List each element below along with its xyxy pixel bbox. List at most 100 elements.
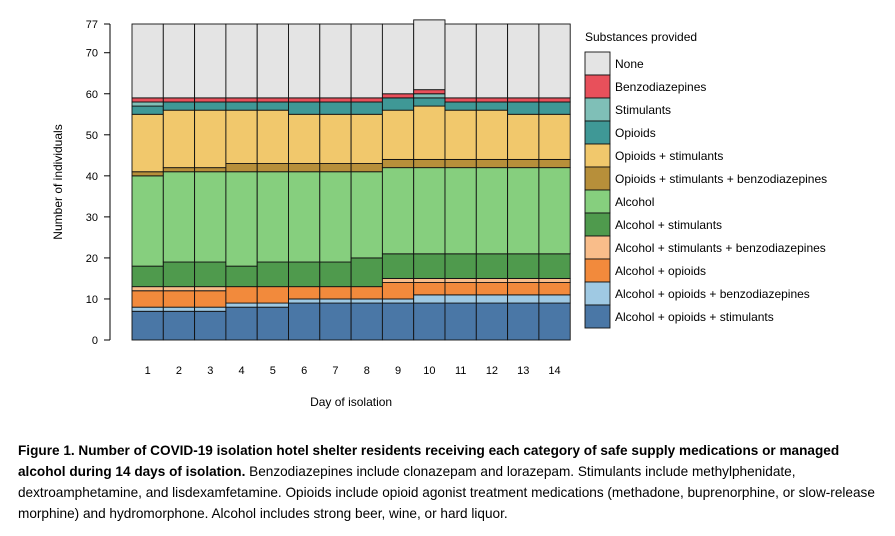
x-tick-label: 14 — [548, 365, 560, 377]
y-tick-label: 50 — [86, 130, 98, 142]
bar-segment — [444, 253, 477, 279]
legend-title: Substances provided — [585, 30, 697, 44]
bar-segment — [162, 306, 196, 312]
x-tick-label: 2 — [176, 365, 182, 377]
bar-segment — [319, 101, 352, 115]
legend-label: None — [615, 57, 644, 71]
y-tick-label: 30 — [86, 212, 98, 224]
legend-swatch — [584, 304, 611, 329]
bar-segment — [350, 23, 383, 99]
legend-label: Alcohol + opioids + stimulants — [615, 310, 774, 324]
bar-segment — [475, 302, 509, 341]
bar-segment — [538, 97, 571, 103]
bar-segment — [162, 171, 196, 263]
bar-segment — [381, 97, 415, 111]
bar-segment — [381, 253, 415, 279]
bar-segment — [444, 167, 477, 255]
bar-segment — [381, 93, 415, 99]
bar-segment — [131, 310, 164, 341]
bar-segment — [538, 23, 571, 99]
bar-segment — [319, 302, 352, 341]
bar-segment — [413, 158, 446, 169]
legend-swatch — [584, 74, 611, 99]
bar-segment — [381, 158, 415, 169]
bar-segment — [350, 298, 383, 304]
bar-segment — [444, 282, 477, 296]
x-tick-label: 9 — [395, 365, 401, 377]
legend-label: Opioids + stimulants + benzodiazepines — [615, 172, 827, 186]
bar-segment — [475, 282, 509, 296]
bar-segment — [288, 171, 321, 263]
figure-caption: Figure 1. Number of COVID-19 isolation h… — [18, 440, 880, 524]
bar-segment — [507, 101, 540, 115]
bar-segment — [413, 19, 446, 91]
bar-segment — [507, 277, 540, 283]
bar-segment — [381, 167, 415, 255]
bar-segment — [256, 163, 289, 173]
bar-segment — [413, 93, 446, 99]
bar-segment — [444, 97, 477, 103]
bar-segment — [381, 277, 415, 283]
bar-segment — [131, 105, 164, 115]
bar-segment — [162, 101, 196, 111]
bar-segment — [131, 175, 164, 267]
legend-swatch — [584, 212, 611, 237]
x-tick-label: 6 — [301, 365, 307, 377]
y-tick-label: 0 — [92, 335, 98, 347]
legend-swatch — [584, 97, 611, 122]
bar-segment — [538, 113, 571, 160]
bar-segment — [288, 163, 321, 173]
bar-segment — [256, 302, 289, 308]
legend-swatch — [584, 235, 611, 260]
bar-segment — [131, 113, 164, 173]
bar-segment — [288, 23, 321, 99]
bar-segment — [131, 290, 164, 308]
bar-segment — [162, 97, 196, 103]
bar-segment — [194, 23, 227, 99]
bar-segment — [225, 171, 258, 267]
x-tick-label: 12 — [486, 365, 498, 377]
legend-swatch — [584, 258, 611, 283]
bar-segment — [319, 286, 352, 300]
bar-segment — [538, 167, 571, 255]
bar-segment — [319, 163, 352, 173]
bar-segment — [413, 282, 446, 296]
bar-segment — [256, 286, 289, 304]
bar-segment — [507, 113, 540, 160]
bar-segment — [194, 286, 227, 292]
bar-segment — [507, 253, 540, 279]
legend-label: Alcohol + opioids — [615, 264, 706, 278]
y-tick-label: 20 — [86, 253, 98, 265]
bar-segment — [475, 277, 509, 283]
bar-segment — [444, 101, 477, 111]
bar-segment — [225, 163, 258, 173]
legend-swatch — [584, 281, 611, 306]
bar-segment — [256, 261, 289, 288]
legend-label: Alcohol — [615, 195, 654, 209]
bar-segment — [413, 97, 446, 107]
bar-segment — [413, 105, 446, 160]
x-tick-label: 11 — [455, 365, 466, 377]
bar-segment — [162, 167, 196, 173]
bar-segment — [162, 286, 196, 292]
x-tick-label: 3 — [207, 365, 213, 377]
x-tick-label: 1 — [145, 365, 151, 377]
bar-segment — [475, 109, 509, 160]
caption-title: Figure 1. Number of COVID-19 isolation h… — [18, 443, 840, 479]
bar-segment — [381, 23, 415, 95]
bar-segment — [475, 294, 509, 304]
bar-segment — [475, 167, 509, 255]
bar-segment — [225, 109, 258, 164]
bar-segment — [194, 97, 227, 103]
bar-segment — [350, 163, 383, 173]
x-tick-label: 4 — [238, 365, 244, 377]
bar-segment — [350, 97, 383, 103]
bar-segment — [288, 97, 321, 103]
legend-swatch — [584, 51, 611, 76]
y-tick-label: 40 — [86, 171, 98, 183]
bar-segment — [350, 171, 383, 259]
bar-segment — [131, 306, 164, 312]
bar-segment — [256, 97, 289, 103]
bar-segment — [538, 277, 571, 283]
bar-segment — [381, 302, 415, 341]
